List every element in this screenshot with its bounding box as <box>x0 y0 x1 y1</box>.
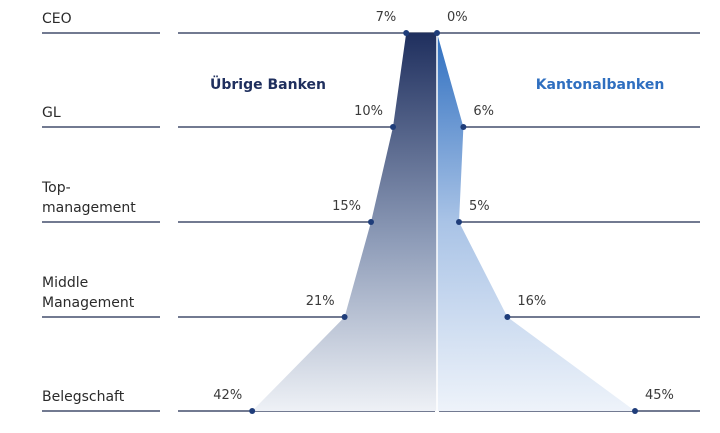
category-label: Belegschaft <box>42 389 125 405</box>
value-label: 0% <box>447 10 468 25</box>
value-label: 10% <box>354 104 383 119</box>
value-dot <box>341 314 348 320</box>
category-label: CEO <box>42 11 72 27</box>
value-label: 6% <box>473 104 494 119</box>
value-dot <box>368 219 374 225</box>
category-label: GL <box>42 105 61 121</box>
value-dot <box>390 124 396 130</box>
series-name: Übrige Banken <box>210 75 326 93</box>
value-dot <box>434 30 440 36</box>
value-dot <box>632 408 638 414</box>
value-dot <box>504 314 511 320</box>
value-label: 7% <box>376 10 397 25</box>
category-label: Middle Management <box>42 275 135 311</box>
value-label: 42% <box>213 388 242 403</box>
pyramid-area <box>437 33 635 411</box>
pyramid-area <box>252 33 437 411</box>
series-name: Kantonalbanken <box>536 77 665 93</box>
value-label: 16% <box>517 294 546 309</box>
value-label: 21% <box>306 294 335 309</box>
value-dot <box>456 219 462 225</box>
value-dot <box>403 30 410 36</box>
value-label: 45% <box>645 388 674 403</box>
value-dot <box>460 124 467 130</box>
value-dot <box>249 408 256 414</box>
value-label: 5% <box>469 199 490 214</box>
category-label: Top- management <box>42 180 136 216</box>
value-label: 15% <box>332 199 361 214</box>
